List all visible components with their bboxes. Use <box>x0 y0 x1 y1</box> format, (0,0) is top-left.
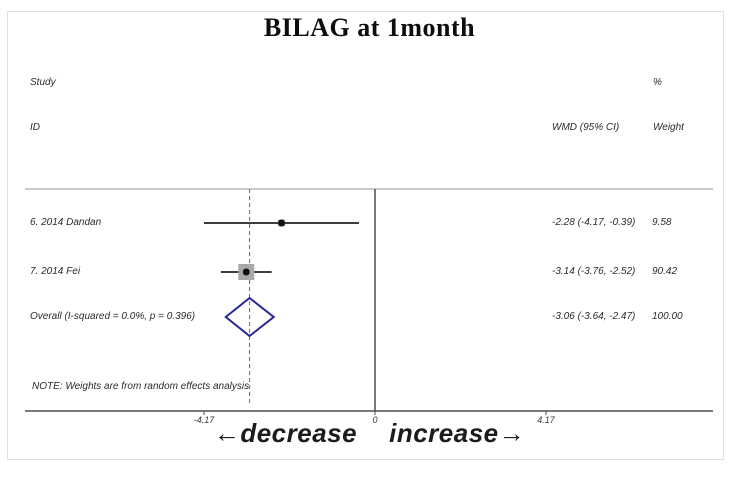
decrease-arrow-label: ←decrease <box>213 418 358 448</box>
overall-diamond <box>224 296 276 338</box>
wmd-ci-value: -3.14 (-3.76, -2.52) <box>552 266 636 277</box>
overall-wmd-ci-value: -3.06 (-3.64, -2.47) <box>552 311 636 322</box>
increase-arrow-label: increase→ <box>389 418 526 448</box>
figure-border <box>7 11 724 460</box>
point-estimate-marker <box>278 219 286 227</box>
study-label: 6. 2014 Dandan <box>30 217 102 228</box>
overall-weight-value: 100.00 <box>652 311 683 322</box>
study-label: 7. 2014 Fei <box>30 266 81 277</box>
col-header-study: Study <box>30 77 56 88</box>
note-text: NOTE: Weights are from random effects an… <box>32 381 250 392</box>
weight-value: 9.58 <box>652 217 672 228</box>
x-axis-tick-label: 0 <box>372 415 378 425</box>
wmd-ci-value: -2.28 (-4.17, -0.39) <box>552 217 636 228</box>
col-header-id: ID <box>30 122 40 133</box>
x-axis-tick-label: 4.17 <box>537 415 555 425</box>
overall-label: Overall (I-squared = 0.0%, p = 0.396) <box>30 311 196 322</box>
weight-value: 90.42 <box>652 266 678 277</box>
x-axis-tick-label: -4.17 <box>193 415 215 425</box>
col-header-percent: % <box>653 77 662 88</box>
x-axis-annotation: ←decrease increase→ <box>0 418 739 449</box>
col-header-weight: Weight <box>653 122 684 133</box>
col-header-wmd-ci: WMD (95% CI) <box>552 122 620 133</box>
chart-title: BILAG at 1month <box>263 13 476 42</box>
point-estimate-marker <box>242 268 250 276</box>
